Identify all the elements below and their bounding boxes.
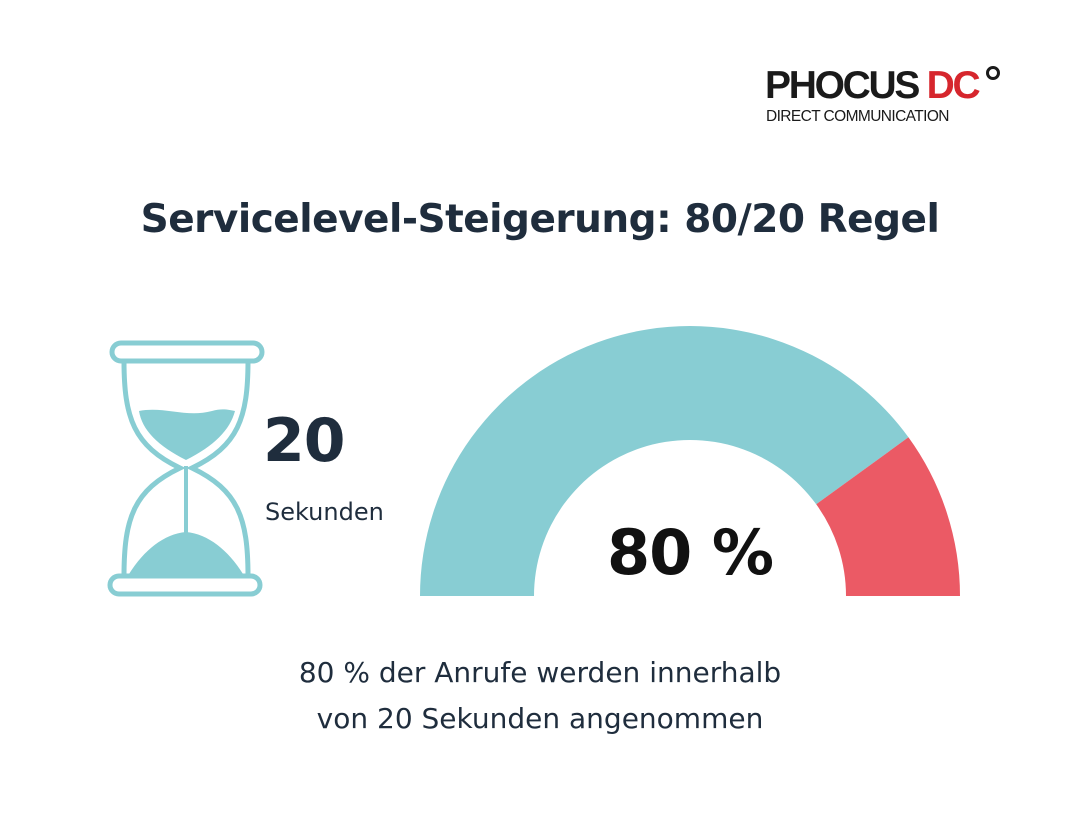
page-title: Servicelevel-Steigerung: 80/20 Regel xyxy=(140,197,940,242)
gauge-slice-1 xyxy=(420,326,909,596)
caption-line-2: von 20 Sekunden angenommen xyxy=(316,702,764,735)
caption-line-1: 80 % der Anrufe werden innerhalb xyxy=(298,656,782,689)
seconds-value: 20 xyxy=(263,406,345,476)
caption: 80 % der Anrufe werden innerhalb von 20 … xyxy=(0,650,1080,742)
hourglass-icon xyxy=(107,340,265,597)
logo-word-dc: DC xyxy=(926,64,981,107)
brand-logo: PHOCUS DC DIRECT COMMUNICATION xyxy=(765,64,1010,130)
gauge-slice-2 xyxy=(816,437,960,596)
gauge-center-label: 80 % xyxy=(607,516,774,589)
logo-wordmark: PHOCUS DC xyxy=(765,64,981,108)
logo-subtitle: DIRECT COMMUNICATION xyxy=(766,108,950,125)
seconds-unit: Sekunden xyxy=(265,498,384,526)
gauge-chart xyxy=(420,326,960,596)
logo-word-phocus: PHOCUS xyxy=(765,64,920,107)
logo-ring-icon xyxy=(986,66,1000,80)
